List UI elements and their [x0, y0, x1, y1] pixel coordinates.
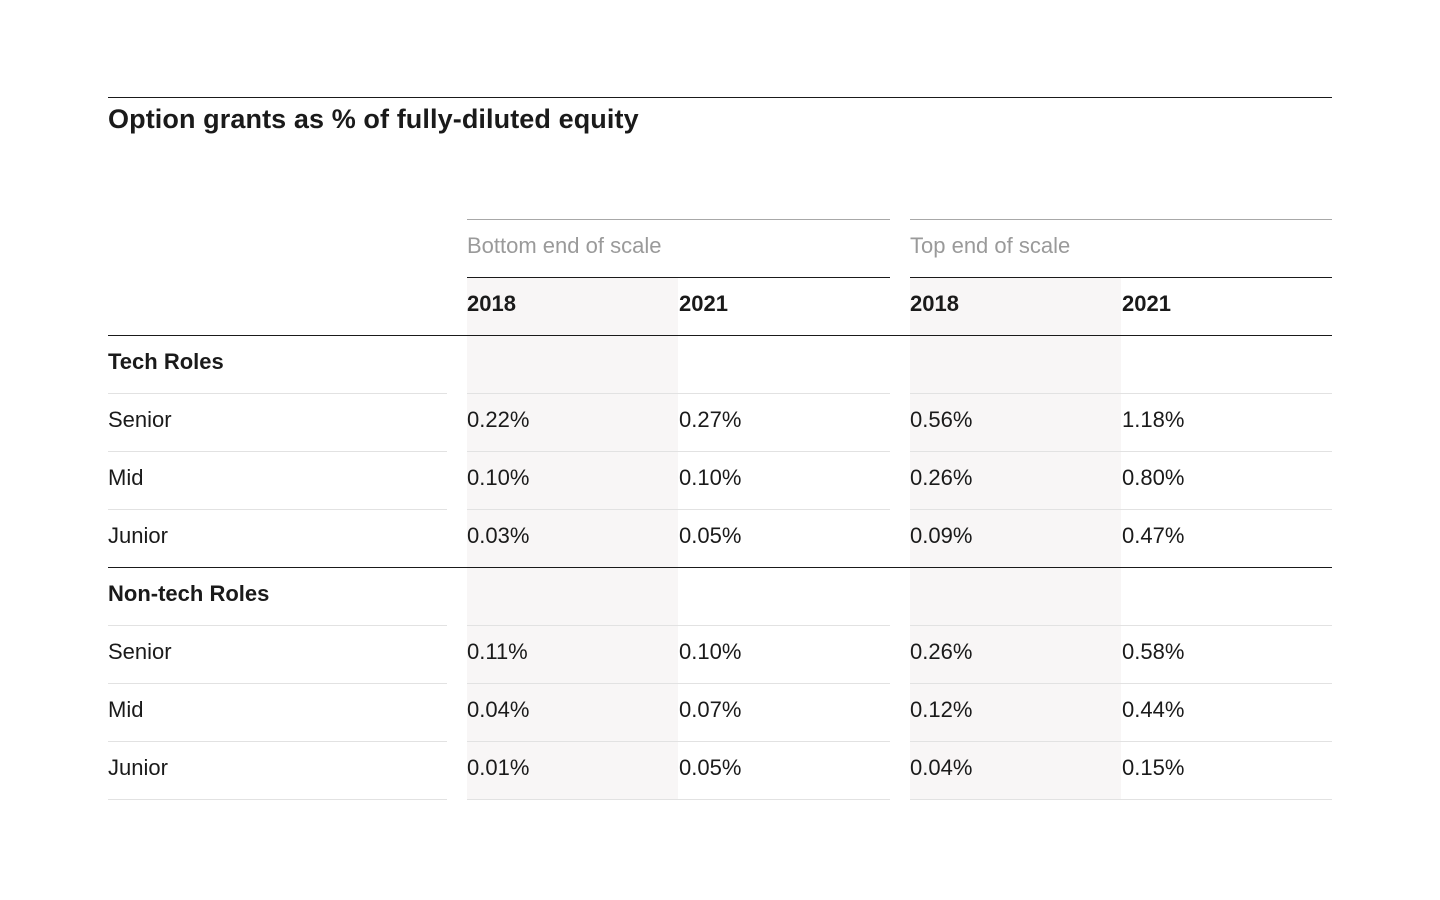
group-header-rule-top — [467, 219, 890, 220]
table-cell: 0.09% — [910, 523, 973, 548]
column-group-label: Top end of scale — [910, 233, 1071, 258]
table-bottom-rule — [108, 799, 447, 800]
year-header: 2021 — [1122, 291, 1171, 316]
row-divider — [108, 625, 447, 626]
table-cell: 0.22% — [467, 407, 530, 432]
row-label: Mid — [108, 465, 144, 490]
year-header: 2021 — [679, 291, 728, 316]
column-group-label: Bottom end of scale — [467, 233, 662, 258]
table-cell: 1.18% — [1122, 407, 1185, 432]
row-divider — [108, 509, 447, 510]
table-cell: 0.04% — [467, 697, 530, 722]
row-divider — [467, 625, 890, 626]
row-divider — [910, 509, 1332, 510]
table-bottom-rule — [467, 799, 890, 800]
group-header-rule-top — [910, 219, 1332, 220]
table-cell: 0.56% — [910, 407, 973, 432]
table-cell: 0.05% — [679, 755, 742, 780]
table-cell: 0.11% — [467, 639, 528, 664]
table-cell: 0.47% — [1122, 523, 1185, 548]
table-cell: 0.15% — [1122, 755, 1185, 780]
table-cell: 0.03% — [467, 523, 530, 548]
row-label: Senior — [108, 407, 172, 432]
section-rule — [108, 335, 1332, 336]
table-cell: 0.58% — [1122, 639, 1185, 664]
table-title: Option grants as % of fully-diluted equi… — [108, 104, 639, 134]
table-bottom-rule — [910, 799, 1332, 800]
title-top-rule — [108, 97, 1332, 98]
table-cell: 0.80% — [1122, 465, 1185, 490]
row-divider — [467, 509, 890, 510]
row-divider — [467, 741, 890, 742]
shaded-column-0 — [467, 278, 678, 800]
row-divider — [910, 625, 1332, 626]
table-cell: 0.05% — [679, 523, 742, 548]
table-cell: 0.10% — [467, 465, 530, 490]
row-divider — [108, 393, 447, 394]
group-header-rule-bottom — [910, 277, 1332, 278]
table-cell: 0.27% — [679, 407, 742, 432]
row-divider — [108, 451, 447, 452]
table-cell: 0.07% — [679, 697, 742, 722]
row-divider — [910, 451, 1332, 452]
table-cell: 0.12% — [910, 697, 973, 722]
year-header: 2018 — [910, 291, 959, 316]
row-divider — [467, 451, 890, 452]
row-label: Mid — [108, 697, 144, 722]
row-label: Junior — [108, 755, 168, 780]
section-heading: Non-tech Roles — [108, 581, 270, 606]
row-divider — [910, 393, 1332, 394]
row-label: Senior — [108, 639, 172, 664]
shaded-column-2 — [910, 278, 1121, 800]
row-divider — [467, 683, 890, 684]
row-divider — [910, 683, 1332, 684]
section-rule — [108, 567, 1332, 568]
group-header-rule-bottom — [467, 277, 890, 278]
table-cell: 0.10% — [679, 465, 742, 490]
table-cell: 0.04% — [910, 755, 973, 780]
row-divider — [108, 683, 447, 684]
section-heading: Tech Roles — [108, 349, 224, 374]
row-label: Junior — [108, 523, 168, 548]
table-cell: 0.26% — [910, 465, 973, 490]
table-cell: 0.26% — [910, 639, 973, 664]
table-cell: 0.10% — [679, 639, 742, 664]
row-divider — [467, 393, 890, 394]
table-cell: 0.01% — [467, 755, 530, 780]
row-divider — [108, 741, 447, 742]
year-header: 2018 — [467, 291, 516, 316]
row-divider — [910, 741, 1332, 742]
table-cell: 0.44% — [1122, 697, 1185, 722]
